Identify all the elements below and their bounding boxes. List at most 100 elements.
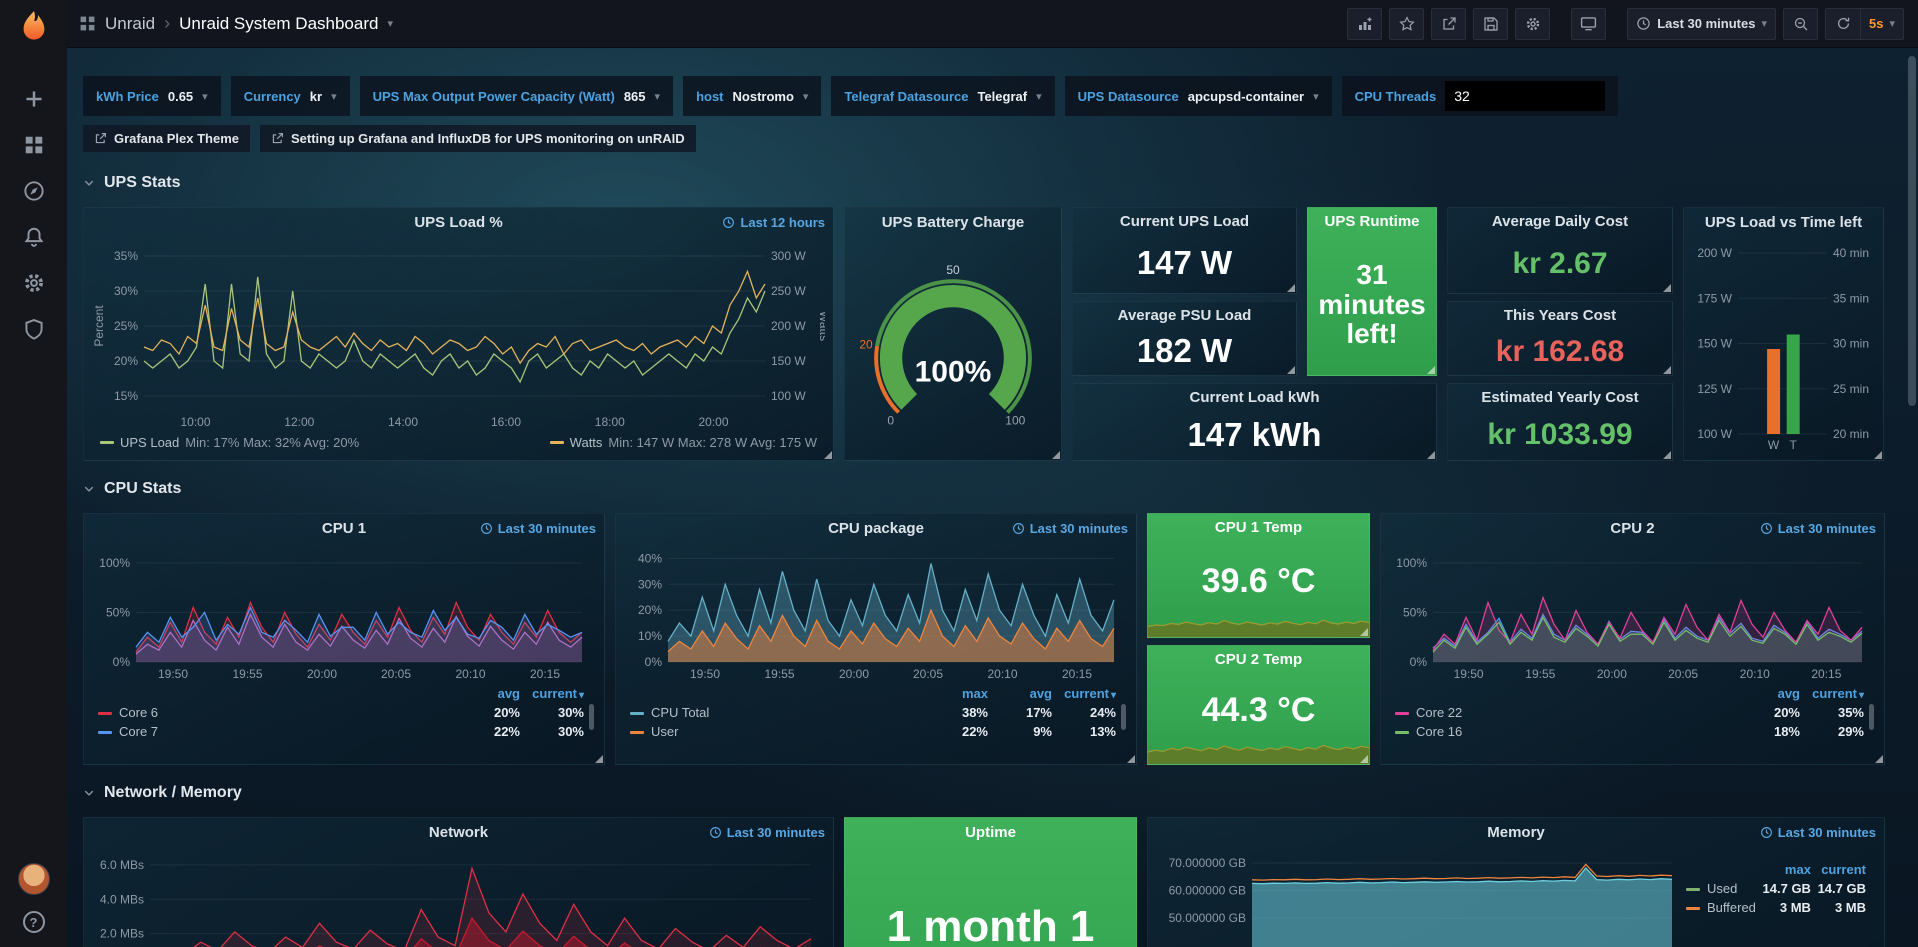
save-button[interactable] bbox=[1473, 7, 1509, 40]
var-currency[interactable]: Currency kr ▾ bbox=[230, 76, 350, 116]
page-scrollbar[interactable] bbox=[1908, 56, 1916, 406]
stat-value: 31 minutes left! bbox=[1318, 258, 1426, 350]
breadcrumb-dashboard-title[interactable]: Unraid System Dashboard bbox=[179, 13, 379, 33]
legend-series-toggle[interactable]: Buffered bbox=[1686, 898, 1756, 917]
user-avatar[interactable] bbox=[17, 863, 50, 895]
legend-column-current[interactable]: current ▾ bbox=[1064, 686, 1116, 701]
section-header-network-memory[interactable]: Network / Memory bbox=[83, 784, 1902, 802]
legend-series-toggle[interactable]: User bbox=[630, 722, 924, 741]
link-ups-monitoring-guide[interactable]: Setting up Grafana and InfluxDB for UPS … bbox=[260, 125, 696, 152]
panel-uptime: Uptime 1 month 1 bbox=[844, 817, 1137, 947]
dashboard-settings-button[interactable] bbox=[1515, 7, 1551, 40]
panel-cpu-package: CPU package Last 30 minutes 40% 30% 20% 10%… bbox=[615, 513, 1137, 765]
panel-title[interactable]: Uptime bbox=[965, 823, 1016, 841]
sidebar-item-dashboards[interactable] bbox=[23, 134, 45, 156]
var-telegraf-datasource[interactable]: Telegraf Datasource Telegraf ▾ bbox=[831, 76, 1055, 116]
panel-title[interactable]: UPS Load % bbox=[414, 213, 503, 231]
sidebar-item-alerting[interactable] bbox=[23, 226, 45, 248]
legend-column-current[interactable]: current ▾ bbox=[532, 686, 584, 701]
var-kwh-price[interactable]: kWh Price 0.65 ▾ bbox=[83, 76, 221, 116]
ups-load-vs-time-chart[interactable]: 200 W 175 W 150 W 125 W 100 W 40 min 35 min 30 … bbox=[1692, 236, 1875, 454]
legend-series-toggle[interactable]: Core 16 bbox=[1395, 722, 1736, 741]
var-host[interactable]: host Nostromo ▾ bbox=[683, 76, 822, 116]
sidebar-item-create[interactable] bbox=[23, 88, 45, 110]
var-ups-datasource[interactable]: UPS Datasource apcupsd-container ▾ bbox=[1064, 76, 1332, 116]
legend-column-avg[interactable]: avg bbox=[1029, 686, 1052, 701]
panel-title[interactable]: Average PSU Load bbox=[1117, 306, 1252, 324]
panel-title[interactable]: UPS Runtime bbox=[1324, 212, 1420, 230]
section-header-ups-stats[interactable]: UPS Stats bbox=[83, 174, 1902, 192]
favorite-button[interactable] bbox=[1389, 7, 1425, 40]
plus-icon bbox=[25, 91, 42, 107]
legend-scrollbar[interactable] bbox=[1869, 704, 1874, 730]
question-mark-icon: ? bbox=[22, 911, 45, 933]
grafana-logo[interactable] bbox=[0, 0, 67, 52]
legend-column-current[interactable]: current ▾ bbox=[1812, 686, 1864, 701]
network-chart[interactable]: 6.0 MBs 4.0 MBs 2.0 MBs bbox=[92, 846, 825, 947]
panel-title[interactable]: UPS Load vs Time left bbox=[1704, 213, 1863, 231]
var-label: Currency bbox=[243, 88, 301, 104]
dashboard-title-caret-icon[interactable]: ▾ bbox=[387, 18, 393, 30]
var-ups-max-output[interactable]: UPS Max Output Power Capacity (Watt) 865… bbox=[359, 76, 674, 116]
breadcrumb-root[interactable]: Unraid bbox=[105, 13, 156, 33]
panel-title[interactable]: Current UPS Load bbox=[1119, 212, 1250, 230]
legend-column-max[interactable]: max bbox=[961, 686, 988, 701]
legend-series-toggle[interactable]: Used bbox=[1686, 879, 1756, 898]
cpu-package-chart[interactable]: 40% 30% 20% 10% 0% 19:50 19:55 20:00 20:05 20:10 2… bbox=[624, 542, 1128, 682]
cpu-package-legend: max avg current ▾ CPU Total 38% 17% 24% User 22% 9… bbox=[624, 682, 1128, 758]
sidebar-item-explore[interactable] bbox=[23, 180, 45, 202]
sidebar-item-configuration[interactable] bbox=[23, 272, 45, 294]
legend-row: User 22% 9% 13% bbox=[630, 722, 1116, 741]
caret-down-icon: ▾ bbox=[331, 90, 337, 103]
cpu2-chart[interactable]: 100% 50% 0% 19:50 19:55 20:00 20:05 20:10 20:15 bbox=[1389, 542, 1876, 682]
sidebar-item-server-admin[interactable] bbox=[23, 318, 45, 340]
clock-icon bbox=[723, 216, 735, 228]
legend-series-toggle[interactable]: Core 6 bbox=[98, 703, 456, 722]
legend-series-toggle[interactable]: UPS Load Min: 17% Max: 32% Avg: 20% bbox=[100, 435, 359, 450]
add-panel-button[interactable] bbox=[1347, 7, 1383, 40]
link-grafana-plex-theme[interactable]: Grafana Plex Theme bbox=[83, 125, 250, 152]
cpu-threads-input[interactable] bbox=[1445, 81, 1606, 111]
legend-column-current[interactable]: current bbox=[1821, 862, 1866, 877]
caret-down-icon: ▾ bbox=[1036, 90, 1042, 103]
panel-title[interactable]: Current Load kWh bbox=[1189, 388, 1320, 406]
panel-title[interactable]: UPS Battery Charge bbox=[881, 213, 1025, 231]
panel-title[interactable]: CPU 1 bbox=[321, 519, 367, 537]
panel-title[interactable]: CPU 2 Temp bbox=[1214, 650, 1303, 668]
refresh-interval-dropdown[interactable]: 5s ▾ bbox=[1860, 7, 1904, 40]
legend-column-max[interactable]: max bbox=[1784, 862, 1811, 877]
legend-series-toggle[interactable]: Core 22 bbox=[1395, 703, 1736, 722]
legend-series-toggle[interactable]: Core 7 bbox=[98, 722, 456, 741]
legend-column-avg[interactable]: avg bbox=[497, 686, 520, 701]
legend-scrollbar[interactable] bbox=[589, 704, 594, 730]
clock-icon bbox=[1760, 522, 1772, 534]
gear-icon bbox=[24, 274, 43, 292]
grafana-flame-icon bbox=[23, 11, 44, 40]
panel-title[interactable]: Network bbox=[428, 823, 489, 841]
panel-title[interactable]: Average Daily Cost bbox=[1491, 212, 1629, 230]
help-button[interactable]: ? bbox=[22, 911, 45, 933]
refresh-button[interactable] bbox=[1825, 7, 1860, 40]
legend-column-avg[interactable]: avg bbox=[1777, 686, 1800, 701]
panel-title[interactable]: CPU package bbox=[828, 519, 924, 537]
tv-mode-button[interactable] bbox=[1571, 7, 1607, 40]
legend-value: 22% bbox=[493, 724, 520, 739]
section-header-cpu-stats[interactable]: CPU Stats bbox=[83, 480, 1902, 498]
time-range-picker[interactable]: Last 30 minutes ▾ bbox=[1627, 7, 1776, 40]
legend-scrollbar[interactable] bbox=[1121, 704, 1126, 730]
cpu1-chart[interactable]: 100% 50% 0% 19:50 19:55 20:00 20:05 20:10 20:15 bbox=[92, 542, 596, 682]
svg-text:300 W: 300 W bbox=[771, 249, 806, 263]
ups-load-chart[interactable]: 35% 30% 25% 20% 15% 300 W 250 W 200 W 150 W 100 W… bbox=[92, 236, 831, 430]
memory-chart[interactable]: 70.000000 GB 60.000000 GB 50.000000 GB bbox=[1156, 846, 1686, 947]
share-button[interactable] bbox=[1431, 7, 1467, 40]
panel-title[interactable]: Estimated Yearly Cost bbox=[1481, 388, 1639, 406]
panel-title[interactable]: This Years Cost bbox=[1503, 306, 1617, 324]
panel-title[interactable]: CPU 2 bbox=[1610, 519, 1655, 537]
legend-series-toggle[interactable]: CPU Total bbox=[630, 703, 924, 722]
zoom-out-time-button[interactable] bbox=[1783, 7, 1818, 40]
cpu2-temp-sparkline bbox=[1147, 734, 1370, 764]
legend-series-toggle[interactable]: Watts Min: 147 W Max: 278 W Avg: 175 W bbox=[549, 435, 817, 450]
panel-title[interactable]: CPU 1 Temp bbox=[1214, 518, 1303, 536]
panel-title[interactable]: Memory bbox=[1487, 823, 1545, 841]
svg-text:10:00: 10:00 bbox=[180, 415, 210, 429]
